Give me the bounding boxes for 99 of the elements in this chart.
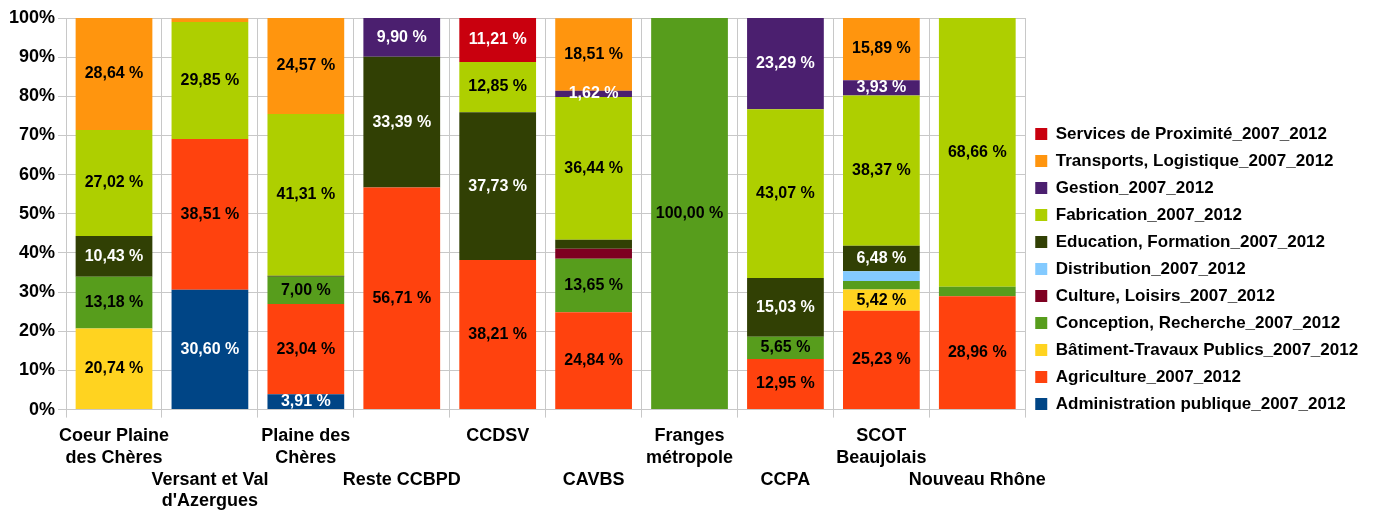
bar — [75, 328, 153, 410]
bar — [171, 289, 249, 410]
legend-label: Administration publique_2007_2012 — [1055, 393, 1346, 413]
bar — [75, 130, 153, 236]
data-label: 3,91 % — [280, 392, 331, 410]
y-tick-label: 30% — [19, 281, 56, 302]
bar — [651, 18, 728, 410]
data-label: 24,57 % — [276, 56, 336, 74]
data-label: 18,51 % — [564, 44, 623, 62]
bar — [459, 259, 537, 410]
data-label: 68,66 % — [947, 142, 1007, 160]
bar — [843, 18, 920, 81]
data-label: 6,48 % — [856, 248, 907, 266]
y-tick-label: 80% — [19, 85, 56, 106]
data-label: 100,00 % — [655, 203, 724, 221]
data-label: 7,00 % — [280, 280, 331, 298]
legend-label: Education, Formation_2007_2012 — [1055, 231, 1326, 251]
data-label: 23,29 % — [756, 54, 815, 72]
y-tick-label: 60% — [19, 163, 56, 184]
x-tick-label: Nouveau Rhône — [908, 468, 1046, 489]
y-tick-label: 20% — [19, 320, 56, 341]
data-label: 12,95 % — [756, 374, 815, 392]
bar — [843, 95, 920, 246]
x-tick-label: Versant et Val d'Azergues — [151, 468, 269, 511]
bar — [459, 112, 537, 260]
data-label: 10,43 % — [84, 246, 144, 264]
data-label: 43,07 % — [756, 183, 815, 201]
data-label: 29,85 % — [180, 70, 240, 88]
x-tick-label: Coeur Plaine des Chères — [58, 425, 170, 467]
data-label: 36,44 % — [564, 158, 623, 176]
data-label: 56,71 % — [372, 288, 432, 306]
bar — [843, 280, 920, 290]
legend-label: Services de Proximité_2007_2012 — [1055, 123, 1328, 143]
x-tick-label: Plaine des Chères — [261, 425, 351, 467]
bar — [75, 18, 153, 131]
bar — [747, 18, 824, 110]
legend-label: Bâtiment-Travaux Publics_2007_2012 — [1055, 339, 1359, 359]
x-tick-label: CCPA — [760, 468, 811, 489]
legend-label: Culture, Loisirs_2007_2012 — [1055, 285, 1275, 305]
bar — [747, 109, 824, 278]
data-label: 41,31 % — [276, 185, 336, 203]
data-label: 9,90 % — [376, 27, 427, 45]
x-tick-label: CCDSV — [466, 425, 530, 446]
data-label: 28,96 % — [947, 343, 1007, 361]
y-tick-label: 90% — [19, 46, 56, 67]
data-label: 5,65 % — [760, 338, 811, 356]
legend-label: Conception, Recherche_2007_2012 — [1055, 312, 1341, 332]
bar — [555, 312, 632, 410]
bar — [363, 187, 441, 410]
bar — [171, 138, 249, 290]
data-label: 25,23 % — [852, 350, 911, 368]
data-label: 28,64 % — [84, 64, 144, 82]
legend-label: Fabrication_2007_2012 — [1055, 204, 1242, 224]
data-label: 11,21 % — [468, 30, 527, 48]
bar — [843, 310, 920, 410]
bar — [843, 271, 920, 281]
data-label: 15,89 % — [852, 39, 911, 57]
data-label: 30,60 % — [180, 339, 240, 357]
x-tick-label: SCOT Beaujolais — [836, 425, 927, 467]
data-label: 20,74 % — [84, 359, 144, 377]
data-label: 5,42 % — [856, 290, 907, 308]
data-label: 38,21 % — [468, 324, 528, 342]
data-label: 38,51 % — [180, 204, 240, 222]
bar — [267, 114, 345, 276]
data-label: 12,85 % — [468, 77, 528, 95]
x-tick-label: Reste CCBPD — [342, 468, 461, 489]
bar — [938, 286, 1016, 297]
bar — [171, 22, 249, 139]
legend-label: Transports, Logistique_2007_2012 — [1055, 150, 1334, 170]
y-tick-label: 100% — [8, 6, 56, 27]
y-tick-label: 0% — [29, 398, 56, 419]
data-label: 37,73 % — [468, 176, 528, 194]
y-tick-label: 40% — [19, 241, 56, 262]
bar — [555, 239, 632, 249]
bar — [363, 56, 441, 188]
y-tick-label: 10% — [19, 359, 56, 380]
x-tick-label: Franges métropole — [646, 425, 734, 467]
data-label: 13,18 % — [84, 292, 144, 310]
data-label: 23,04 % — [276, 339, 336, 357]
y-tick-label: 50% — [19, 202, 56, 223]
legend-label: Agriculture_2007_2012 — [1055, 366, 1241, 386]
bar — [555, 248, 632, 259]
data-label: 3,93 % — [856, 78, 907, 96]
bar — [171, 18, 249, 23]
bar — [267, 304, 345, 395]
bar — [938, 296, 1016, 410]
bar — [267, 18, 345, 115]
legend-label: Distribution_2007_2012 — [1055, 258, 1246, 278]
data-label: 13,65 % — [564, 276, 623, 294]
data-label: 15,03 % — [756, 297, 815, 315]
legend-label: Gestion_2007_2012 — [1055, 177, 1214, 197]
data-label: 33,39 % — [372, 112, 432, 130]
x-tick-label: CAVBS — [562, 468, 625, 489]
y-tick-label: 70% — [19, 124, 56, 145]
bar — [747, 277, 824, 337]
data-label: 38,37 % — [852, 161, 911, 179]
data-label: 24,84 % — [564, 351, 623, 369]
data-label: 27,02 % — [84, 173, 144, 191]
bar — [938, 18, 1016, 287]
